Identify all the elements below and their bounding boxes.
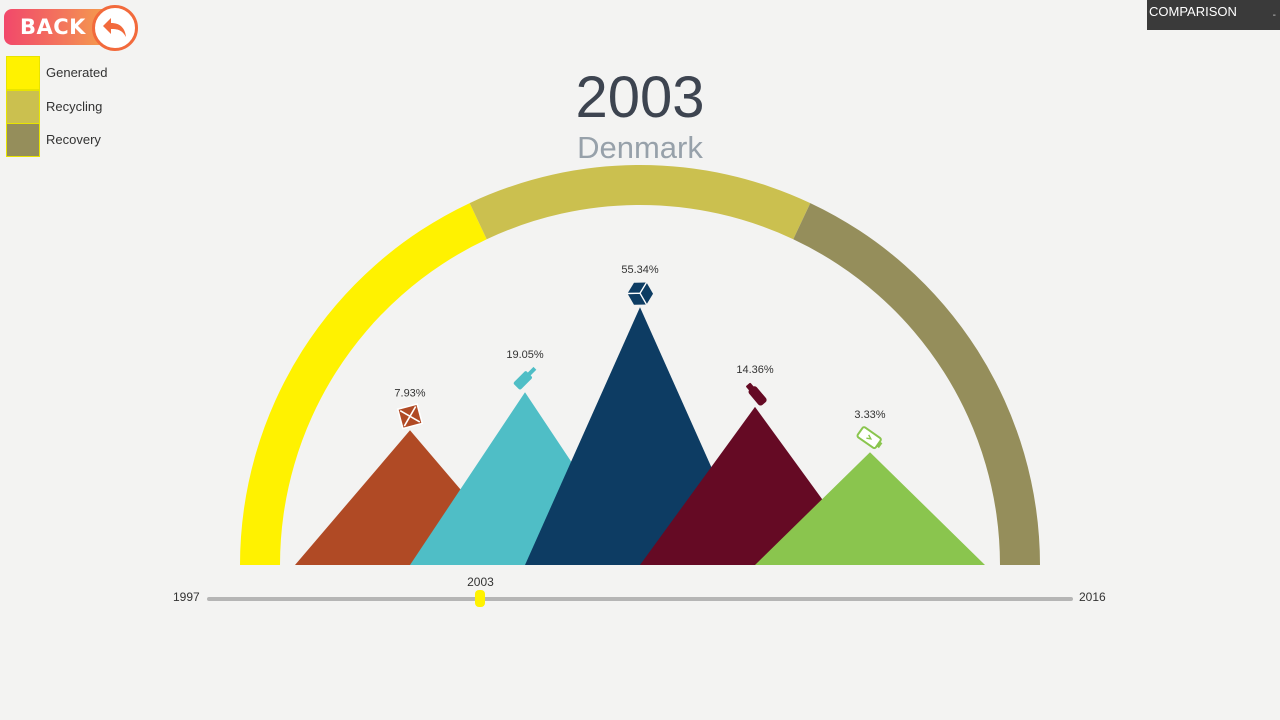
chevron-down-icon: - (1272, 10, 1276, 21)
back-button[interactable]: BACK (4, 4, 138, 51)
comparison-label: COMPARISON (1149, 4, 1237, 19)
crate-icon (396, 403, 424, 430)
page-subtitle-country: Denmark (577, 130, 703, 165)
year-slider-track[interactable] (207, 597, 1073, 601)
bottle-icon (513, 366, 537, 390)
gauge-segment-recycling (469, 165, 811, 240)
plastic-bottle-icon (746, 382, 767, 406)
legend-label-generated: Generated (46, 65, 108, 80)
legend-swatch-recovery (6, 123, 40, 157)
slider-value-label: 2003 (467, 575, 494, 589)
peak-label-plastic: 14.36% (736, 364, 774, 376)
battery-icon (856, 426, 883, 450)
peak-label-paper: 55.34% (621, 264, 659, 276)
legend-swatch-generated (6, 56, 40, 90)
back-button-label[interactable]: BACK (20, 15, 86, 39)
slider-max-label: 2016 (1079, 590, 1106, 604)
legend-swatch-recycling (6, 89, 40, 124)
peak-label-glass: 19.05% (506, 349, 544, 361)
back-arrow-icon[interactable] (92, 5, 138, 51)
legend-label-recycling: Recycling (46, 98, 103, 114)
legend-label-recovery: Recovery (46, 132, 101, 147)
gauge-segment-generated (240, 203, 487, 565)
peak-label-wood: 7.93% (394, 387, 425, 399)
gauge-segment-recovery (793, 203, 1040, 565)
peak-label-other: 3.33% (854, 409, 885, 421)
box-icon (627, 282, 654, 305)
comparison-dropdown[interactable]: COMPARISON - (1147, 0, 1280, 30)
peak-other (755, 452, 985, 565)
back-arrow-glyph (103, 18, 126, 37)
year-slider-handle[interactable] (475, 590, 486, 607)
page-title-year: 2003 (575, 65, 705, 130)
slider-min-label: 1997 (173, 590, 200, 604)
